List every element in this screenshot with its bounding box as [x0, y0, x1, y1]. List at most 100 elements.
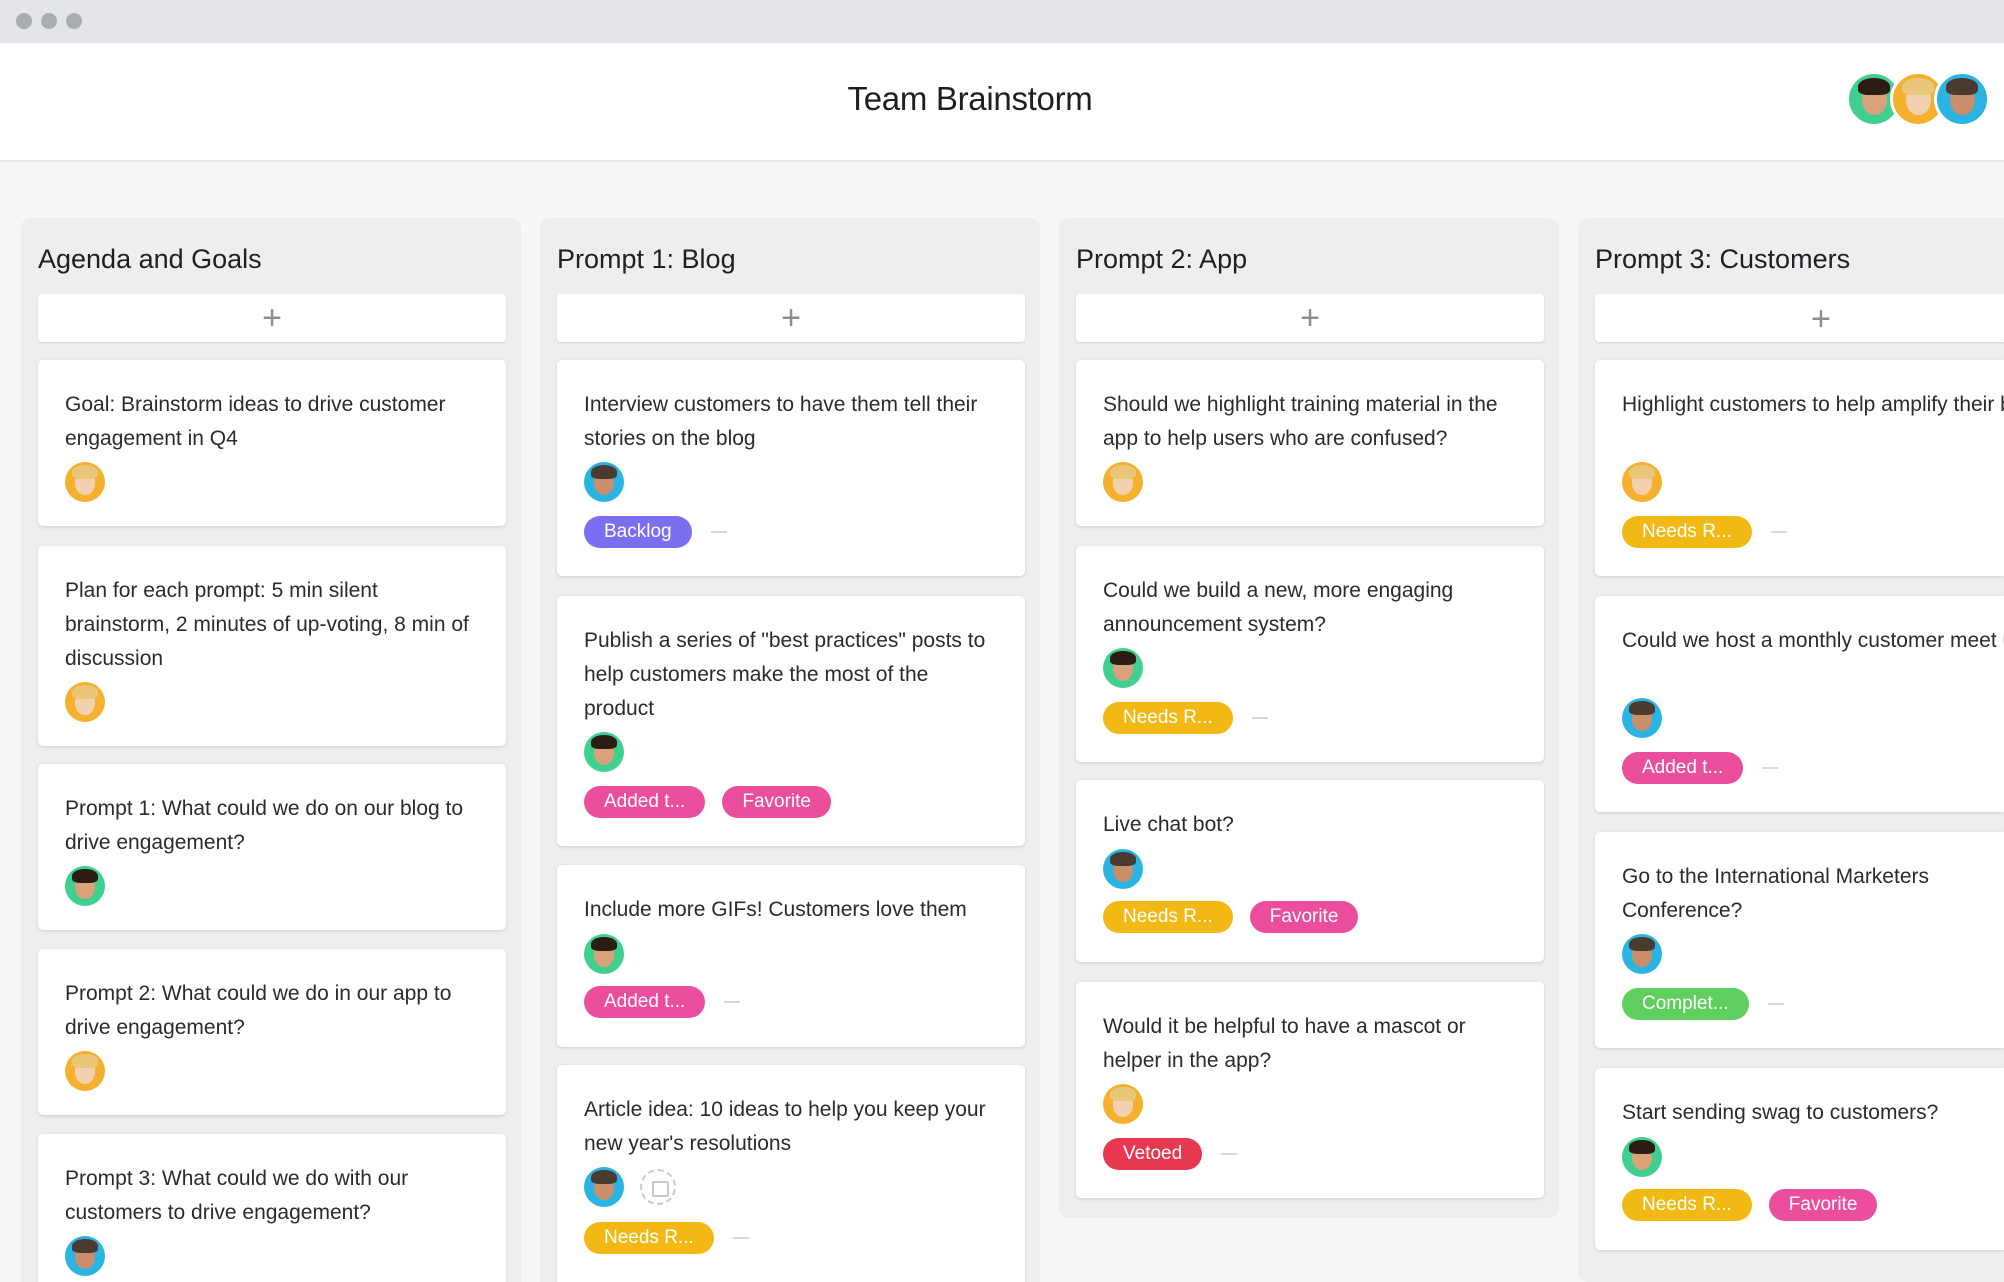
tag-divider: [1221, 1153, 1238, 1155]
tag-needs-review[interactable]: Needs R...: [1622, 516, 1752, 548]
tag-needs-review[interactable]: Needs R...: [1622, 1189, 1752, 1221]
avatar-orange[interactable]: [65, 682, 105, 722]
add-task-button[interactable]: +: [1595, 294, 2004, 342]
task-card[interactable]: Prompt 2: What could we do in our app to…: [38, 949, 506, 1115]
task-name: Would it be helpful to have a mascot or …: [1103, 1015, 1466, 1072]
task-card[interactable]: Should we highlight training material in…: [1076, 360, 1544, 526]
avatar-blue[interactable]: [584, 462, 624, 502]
tag-favorite[interactable]: Favorite: [722, 786, 831, 818]
tag-complete[interactable]: Complet...: [1622, 988, 1749, 1020]
task-card[interactable]: Publish a series of "best practices" pos…: [557, 596, 1025, 846]
window-minimize-dot[interactable]: [41, 13, 57, 29]
tag-list: Added t... Favorite: [584, 786, 848, 818]
add-task-button[interactable]: +: [1076, 294, 1544, 342]
tag-favorite[interactable]: Favorite: [1768, 1189, 1878, 1221]
column-title[interactable]: Agenda and Goals: [38, 244, 262, 274]
tag-divider: [1762, 767, 1779, 769]
avatar-blue[interactable]: [1622, 934, 1662, 974]
tag-backlog[interactable]: Backlog: [584, 516, 692, 548]
add-task-icon: +: [1811, 300, 1831, 338]
window-close-dot[interactable]: [16, 13, 32, 29]
column-agenda-and-goals: Agenda and Goals + Goal: Brainstorm idea…: [21, 218, 521, 1282]
tag-needs-review[interactable]: Needs R...: [584, 1222, 714, 1254]
task-name: Publish a series of "best practices" pos…: [584, 629, 986, 720]
task-name: Prompt 2: What could we do in our app to…: [65, 982, 452, 1039]
task-name: Go to the International Marketers Confer…: [1622, 865, 1929, 922]
tag-list: Needs R... Favorite: [1622, 1189, 1894, 1221]
column-prompt-3-customers: Prompt 3: Customers + Highlight customer…: [1578, 218, 2004, 1282]
tag-list: Added t...: [584, 986, 741, 1018]
project-header: Team Brainstorm: [0, 43, 2004, 162]
avatar-green[interactable]: [584, 732, 624, 772]
tag-divider: [732, 1237, 749, 1239]
tag-divider: [1251, 717, 1268, 719]
avatar-green[interactable]: [1103, 648, 1143, 688]
avatar-blue[interactable]: [65, 1236, 105, 1276]
task-name: Start sending swag to customers?: [1622, 1101, 1939, 1124]
task-card[interactable]: Include more GIFs! Customers love them A…: [557, 865, 1025, 1047]
task-card[interactable]: Goal: Brainstorm ideas to drive customer…: [38, 360, 506, 526]
task-card[interactable]: Article idea: 10 ideas to help you keep …: [557, 1065, 1025, 1282]
avatar-green[interactable]: [584, 934, 624, 974]
task-name: Could we build a new, more engaging anno…: [1103, 579, 1454, 636]
column-title[interactable]: Prompt 1: Blog: [557, 244, 736, 274]
task-name: Plan for each prompt: 5 min silent brain…: [65, 579, 469, 670]
tag-needs-review[interactable]: Needs R...: [1103, 901, 1233, 933]
tag-divider: [710, 531, 727, 533]
tag-added[interactable]: Added t...: [584, 986, 706, 1018]
task-name: Article idea: 10 ideas to help you keep …: [584, 1098, 986, 1155]
tag-favorite[interactable]: Favorite: [1249, 901, 1359, 933]
calendar-icon[interactable]: [640, 1169, 676, 1205]
task-card[interactable]: Go to the International Marketers Confer…: [1595, 832, 2004, 1048]
task-card[interactable]: Interview customers to have them tell th…: [557, 360, 1025, 576]
tag-list: Needs R...: [1103, 702, 1268, 734]
task-name: Interview customers to have them tell th…: [584, 393, 978, 450]
board: Agenda and Goals + Goal: Brainstorm idea…: [0, 162, 2004, 1282]
avatar-blue[interactable]: [1622, 698, 1662, 738]
tag-added[interactable]: Added t...: [1622, 752, 1744, 784]
avatar-green[interactable]: [65, 866, 105, 906]
task-card[interactable]: Would it be helpful to have a mascot or …: [1076, 982, 1544, 1198]
avatar-orange[interactable]: [1103, 1084, 1143, 1124]
task-card[interactable]: Prompt 3: What could we do with our cust…: [38, 1134, 506, 1282]
column-title[interactable]: Prompt 3: Customers: [1595, 244, 1851, 274]
task-card[interactable]: Live chat bot? Needs R... Favorite: [1076, 780, 1544, 962]
column-prompt-2-app: Prompt 2: App + Should we highlight trai…: [1059, 218, 1559, 1218]
tag-list: Backlog: [584, 516, 727, 548]
task-card[interactable]: Highlight customers to help amplify thei…: [1595, 360, 2004, 576]
task-card[interactable]: Could we build a new, more engaging anno…: [1076, 546, 1544, 762]
avatar-blue[interactable]: [1934, 71, 1990, 127]
task-name: Prompt 3: What could we do with our cust…: [65, 1167, 409, 1224]
task-card[interactable]: Plan for each prompt: 5 min silent brain…: [38, 546, 506, 746]
column-title[interactable]: Prompt 2: App: [1076, 244, 1248, 274]
task-card[interactable]: Start sending swag to customers? Needs R…: [1595, 1068, 2004, 1250]
task-name: Could we host a monthly customer meet up…: [1622, 629, 2004, 652]
task-name: Highlight customers to help amplify thei…: [1622, 393, 2004, 416]
avatar-orange[interactable]: [65, 1051, 105, 1091]
task-name: Include more GIFs! Customers love them: [584, 898, 967, 921]
task-card[interactable]: Could we host a monthly customer meet up…: [1595, 596, 2004, 812]
avatar-orange[interactable]: [1103, 462, 1143, 502]
project-members[interactable]: [1846, 71, 1990, 127]
task-card[interactable]: Prompt 1: What could we do on our blog t…: [38, 764, 506, 930]
avatar-blue[interactable]: [584, 1167, 624, 1207]
tag-added[interactable]: Added t...: [584, 786, 706, 818]
avatar-green[interactable]: [1622, 1137, 1662, 1177]
task-name: Live chat bot?: [1103, 813, 1234, 836]
tag-list: Added t...: [1622, 752, 1779, 784]
page-title: Team Brainstorm: [847, 80, 1093, 117]
add-task-button[interactable]: +: [38, 294, 506, 342]
avatar-orange[interactable]: [1622, 462, 1662, 502]
avatar-blue[interactable]: [1103, 849, 1143, 889]
task-name: Goal: Brainstorm ideas to drive customer…: [65, 393, 446, 450]
avatar-orange[interactable]: [65, 462, 105, 502]
tag-needs-review[interactable]: Needs R...: [1103, 702, 1233, 734]
add-task-button[interactable]: +: [557, 294, 1025, 342]
window-maximize-dot[interactable]: [66, 13, 82, 29]
column-prompt-1-blog: Prompt 1: Blog + Interview customers to …: [540, 218, 1040, 1282]
tag-divider: [1767, 1003, 1784, 1005]
tag-divider: [724, 1001, 741, 1003]
tag-divider: [1770, 531, 1787, 533]
task-name: Prompt 1: What could we do on our blog t…: [65, 797, 464, 854]
tag-vetoed[interactable]: Vetoed: [1103, 1138, 1203, 1170]
